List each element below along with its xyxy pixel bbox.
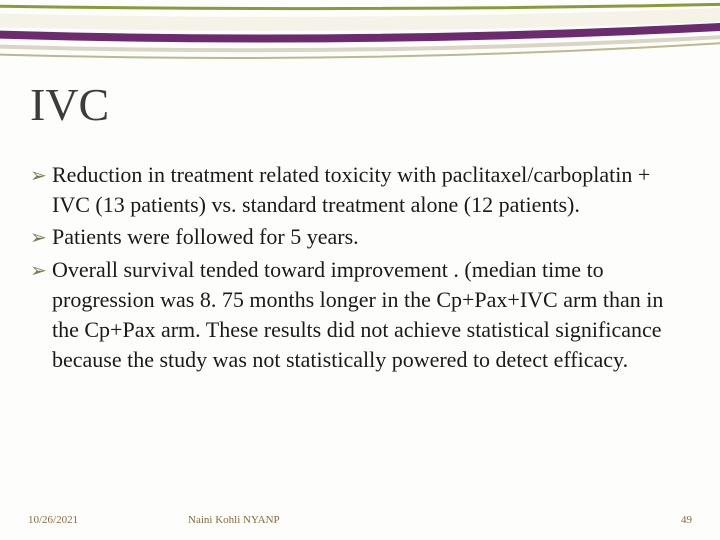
slide-footer: 10/26/2021 Naini Kohli NYANP 49 (0, 506, 720, 526)
bullet-item: ➢Patients were followed for 5 years. (30, 222, 690, 253)
footer-author: Naini Kohli NYANP (188, 514, 280, 526)
footer-page-number: 49 (681, 514, 692, 526)
bullet-text: Overall survival tended toward improveme… (52, 255, 690, 375)
slide: IVC ➢Reduction in treatment related toxi… (0, 0, 720, 540)
bullet-text: Reduction in treatment related toxicity … (52, 160, 690, 220)
bullet-item: ➢Overall survival tended toward improvem… (30, 255, 690, 375)
slide-title: IVC (30, 78, 109, 131)
bullet-text: Patients were followed for 5 years. (52, 222, 690, 252)
bullet-marker-icon: ➢ (30, 160, 52, 191)
top-decorative-stripes (0, 0, 720, 64)
bullet-marker-icon: ➢ (30, 255, 52, 286)
slide-body: ➢Reduction in treatment related toxicity… (30, 160, 690, 377)
bullet-item: ➢Reduction in treatment related toxicity… (30, 160, 690, 220)
footer-date: 10/26/2021 (28, 514, 78, 526)
bullet-marker-icon: ➢ (30, 222, 52, 253)
